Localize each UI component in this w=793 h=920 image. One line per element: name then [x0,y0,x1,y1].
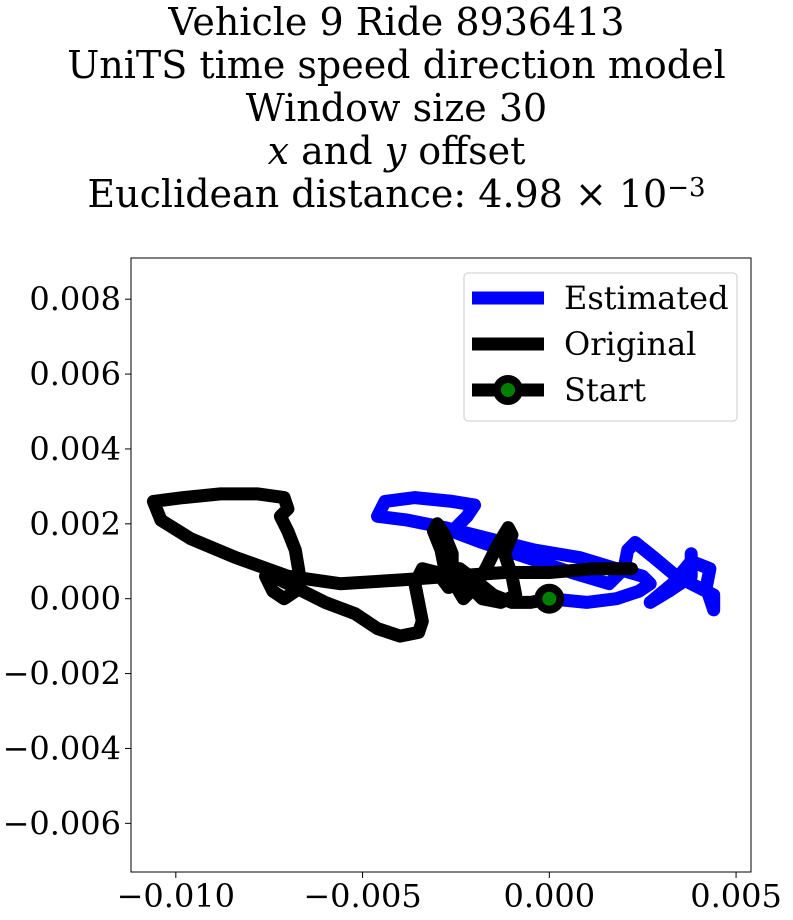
title-line-1: Vehicle 9 Ride 8936413 [168,0,625,44]
legend-item-start: Start [472,371,646,409]
y-tick-label: 0.006 [29,355,121,393]
y-tick-label: −0.002 [3,655,121,693]
y-tick-label: 0.004 [29,430,121,468]
y-tick-label: 0.000 [29,580,121,618]
title-offset: offset [406,129,526,173]
y-tick-label: −0.004 [3,729,121,767]
x-tick-label: 0.000 [504,877,596,915]
legend-label: Estimated [564,279,729,317]
series-line-original [146,487,638,643]
title-exponent: −3 [667,173,706,203]
title-y-var: y [384,129,407,173]
marker-layer [534,583,565,614]
title-distance: Euclidean distance: 4.98 × 10 [87,172,668,216]
title-and: and [289,129,385,173]
legend-label: Original [564,325,696,363]
y-tick-label: −0.006 [3,804,121,842]
series-layer [146,487,721,643]
start-marker [534,583,565,614]
title-line-2: UniTS time speed direction model [67,43,726,87]
x-tick-label: 0.005 [690,877,782,915]
legend-label: Start [564,371,646,409]
x-tick-label: −0.005 [303,877,421,915]
chart-title: Vehicle 9 Ride 8936413 UniTS time speed … [0,1,793,216]
x-tick-label: −0.010 [117,877,235,915]
y-tick-label: 0.002 [29,505,121,543]
title-line-3: Window size 30 [245,86,548,130]
y-tick-label: 0.008 [29,280,121,318]
title-x-var: x [267,129,290,173]
ticks-layer: −0.010 −0.005 0.000 0.005 0.008 0.006 0.004 0.0… [3,280,782,915]
legend-start-marker [493,375,523,405]
legend-item-estimated: Estimated [472,279,729,317]
legend: Estimated Original Start [463,272,738,422]
title-line-5: Euclidean distance: 4.98 × 10−3 [0,173,793,216]
legend-item-original: Original [472,325,696,363]
title-line-4: x and y offset [0,130,793,173]
